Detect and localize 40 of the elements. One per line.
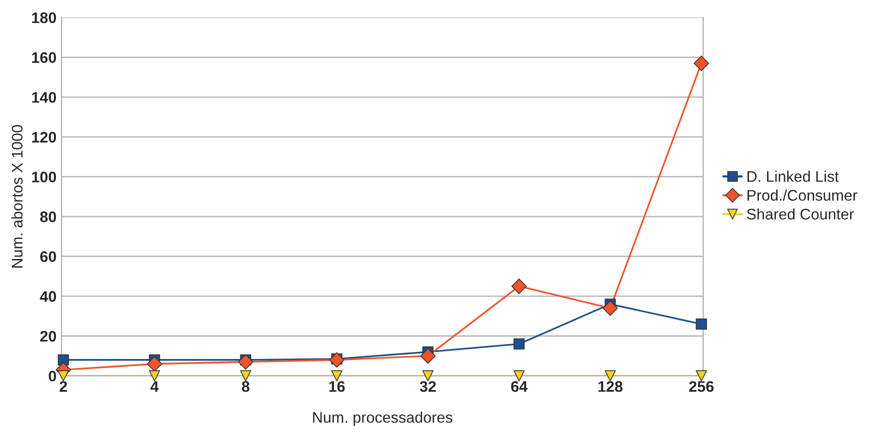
y-tick-label: 120 bbox=[32, 132, 56, 143]
y-tick-label: 100 bbox=[32, 172, 56, 182]
point bbox=[146, 356, 162, 372]
y-tick-label: 80 bbox=[40, 211, 56, 222]
y-tick-label: 0 bbox=[48, 370, 56, 382]
y-tick-label: 60 bbox=[40, 251, 56, 262]
x-tick-label: 8 bbox=[242, 381, 250, 392]
x-tick-label: 128 bbox=[598, 381, 623, 392]
x-axis-title: Num. processadores bbox=[313, 412, 452, 426]
point bbox=[331, 370, 342, 382]
point bbox=[58, 370, 69, 382]
y-tick-label: 180 bbox=[32, 12, 56, 24]
x-tick-label: 4 bbox=[150, 381, 159, 392]
point bbox=[604, 370, 616, 382]
point bbox=[696, 370, 707, 382]
point bbox=[329, 352, 344, 368]
point bbox=[420, 348, 436, 364]
point bbox=[511, 278, 527, 294]
legend-label: Prod./Consumer bbox=[748, 190, 858, 201]
x-tick-label: 32 bbox=[420, 381, 436, 392]
y-tick-label: 40 bbox=[40, 291, 56, 302]
x-tick-label: 2 bbox=[60, 381, 67, 392]
legend-label: D. Linked List bbox=[748, 170, 839, 182]
x-tick-label: 16 bbox=[329, 381, 345, 392]
y-tick-label: 160 bbox=[32, 52, 56, 63]
y-tick-label: 140 bbox=[32, 92, 56, 103]
point bbox=[696, 318, 707, 330]
point bbox=[514, 370, 525, 382]
legend-label: Shared Counter bbox=[746, 208, 854, 220]
point bbox=[422, 370, 434, 382]
y-axis-title: Num. abortos X 1000 bbox=[11, 125, 23, 268]
point bbox=[240, 370, 252, 382]
y-tick-label: 20 bbox=[40, 330, 56, 342]
x-tick-label: 256 bbox=[689, 381, 714, 392]
point bbox=[514, 338, 525, 350]
point bbox=[602, 300, 618, 316]
point bbox=[148, 370, 160, 382]
point bbox=[694, 56, 710, 71]
point bbox=[238, 354, 254, 370]
x-tick-label: 64 bbox=[511, 381, 528, 392]
